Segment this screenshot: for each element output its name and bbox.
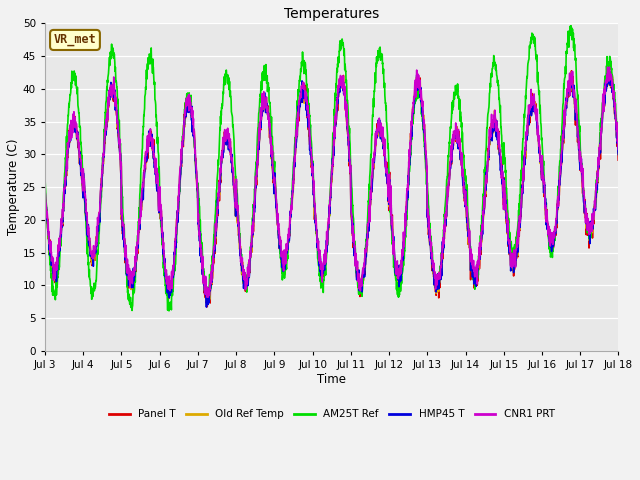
Panel T <box>564 89 572 95</box>
Old Ref Temp <box>41 193 49 199</box>
Line: Panel T: Panel T <box>45 71 618 307</box>
AM25T Ref <box>614 144 622 150</box>
Panel T <box>201 292 209 298</box>
HMP45 T <box>349 230 356 236</box>
X-axis label: Time: Time <box>317 372 346 385</box>
Panel T <box>204 304 211 310</box>
CNR1 PRT <box>203 294 211 300</box>
AM25T Ref <box>564 39 572 45</box>
AM25T Ref <box>349 203 356 209</box>
Old Ref Temp <box>201 291 209 297</box>
Panel T <box>614 157 622 163</box>
HMP45 T <box>580 200 588 205</box>
Old Ref Temp <box>361 262 369 267</box>
Old Ref Temp <box>606 68 614 74</box>
Line: HMP45 T: HMP45 T <box>45 71 618 307</box>
AM25T Ref <box>41 175 49 181</box>
Old Ref Temp <box>204 301 212 307</box>
AM25T Ref <box>567 23 575 29</box>
AM25T Ref <box>361 249 369 255</box>
CNR1 PRT <box>580 191 588 196</box>
HMP45 T <box>41 198 49 204</box>
CNR1 PRT <box>361 255 369 261</box>
HMP45 T <box>203 304 211 310</box>
HMP45 T <box>614 152 622 157</box>
Y-axis label: Temperature (C): Temperature (C) <box>7 139 20 235</box>
Old Ref Temp <box>499 177 506 183</box>
Text: VR_met: VR_met <box>54 34 97 47</box>
AM25T Ref <box>499 150 506 156</box>
CNR1 PRT <box>564 89 572 95</box>
Panel T <box>41 199 49 204</box>
Line: CNR1 PRT: CNR1 PRT <box>45 67 618 297</box>
Old Ref Temp <box>349 231 356 237</box>
CNR1 PRT <box>614 146 622 152</box>
CNR1 PRT <box>499 168 506 174</box>
CNR1 PRT <box>349 230 356 236</box>
Title: Temperatures: Temperatures <box>284 7 380 21</box>
CNR1 PRT <box>41 191 49 197</box>
HMP45 T <box>361 257 369 263</box>
AM25T Ref <box>201 285 209 291</box>
Old Ref Temp <box>580 192 588 197</box>
HMP45 T <box>564 90 572 96</box>
AM25T Ref <box>580 195 588 201</box>
AM25T Ref <box>165 308 173 314</box>
Panel T <box>361 262 369 268</box>
Panel T <box>568 68 575 74</box>
Line: Old Ref Temp: Old Ref Temp <box>45 71 618 304</box>
CNR1 PRT <box>201 286 209 292</box>
Line: AM25T Ref: AM25T Ref <box>45 26 618 311</box>
HMP45 T <box>499 169 506 175</box>
Panel T <box>580 200 588 205</box>
CNR1 PRT <box>604 64 611 70</box>
Panel T <box>349 232 356 238</box>
HMP45 T <box>605 68 613 74</box>
Panel T <box>499 179 506 185</box>
Legend: Panel T, Old Ref Temp, AM25T Ref, HMP45 T, CNR1 PRT: Panel T, Old Ref Temp, AM25T Ref, HMP45 … <box>104 405 559 423</box>
Old Ref Temp <box>564 87 572 93</box>
HMP45 T <box>201 291 209 297</box>
Old Ref Temp <box>614 152 622 157</box>
